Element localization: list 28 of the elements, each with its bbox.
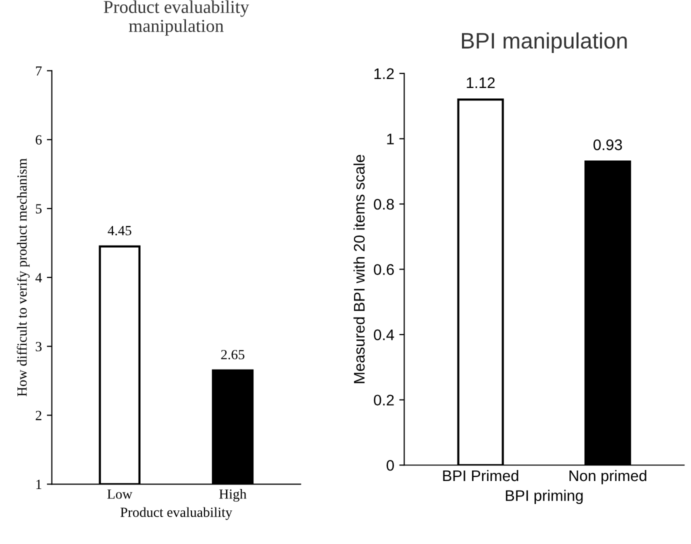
y-axis-title: How difficult to verify product mechanism [16,158,30,396]
x-axis-title: Product evaluability [120,507,232,520]
y-tick-label: 3 [36,342,42,352]
y-tick-label: 6 [36,135,42,145]
y-tick-label: 2 [36,410,42,420]
x-tick-label: BPI Primed [443,470,518,482]
y-tick-label: 0.8 [374,198,394,210]
x-tick-label: Non primed [570,470,646,484]
y-tick-label: 4 [35,273,42,282]
y-tick-label: 1.2 [374,68,394,79]
y-tick-label: 0 [386,460,394,471]
y-tick-label: 1 [387,134,394,144]
x-axis-title: BPI priming [506,490,583,504]
chart-title: Product evaluability manipulation [104,0,250,36]
data-label: 2.65 [221,350,244,360]
y-tick-label: 1 [36,480,42,489]
y-tick-label: 0.2 [374,394,394,406]
y-tick-label: 0.6 [374,264,394,275]
data-label: 4.45 [108,226,132,236]
data-label: 1.12 [466,77,495,88]
y-tick-label: 5 [36,204,42,214]
y-tick-label: 7 [36,66,42,76]
data-label: 0.93 [593,139,622,150]
x-tick-label: High [219,489,246,502]
x-tick-label: Low [107,490,132,499]
y-axis-title: Measured BPI with 20 items scale [353,154,365,384]
chart-title: BPI manipulation [462,32,627,54]
y-tick-label: 0.4 [374,329,394,340]
